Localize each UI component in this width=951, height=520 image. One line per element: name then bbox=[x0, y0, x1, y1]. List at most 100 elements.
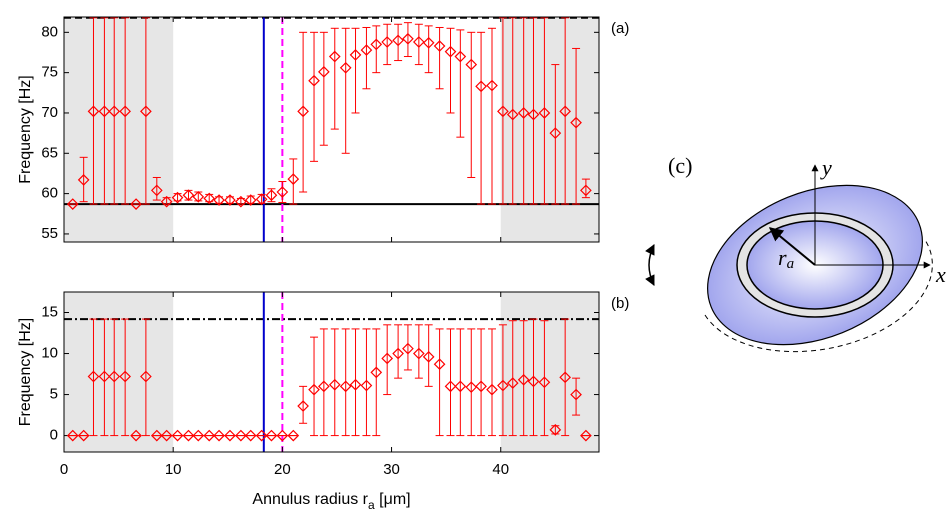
error-bar bbox=[403, 324, 412, 371]
error-bar bbox=[121, 17, 130, 205]
data-point bbox=[308, 74, 320, 87]
error-bar bbox=[529, 17, 538, 205]
data-point bbox=[454, 50, 467, 63]
data-point bbox=[182, 429, 195, 442]
data-point bbox=[108, 370, 121, 383]
data-point bbox=[150, 184, 163, 197]
x-axis-label: Annulus radius ra [μm] bbox=[252, 491, 410, 512]
error-bar bbox=[414, 324, 423, 379]
error-bar bbox=[383, 23, 392, 66]
error-bar bbox=[121, 318, 130, 437]
y-tick-label: 55 bbox=[41, 225, 58, 242]
data-point bbox=[497, 379, 509, 392]
error-bar bbox=[572, 377, 581, 416]
data-point bbox=[360, 44, 373, 56]
data-point bbox=[381, 352, 394, 365]
error-bar bbox=[351, 328, 360, 437]
x-axis-label-main: Annulus radius r bbox=[252, 491, 368, 508]
data-point bbox=[580, 184, 592, 197]
error-bar bbox=[184, 189, 193, 201]
data-point bbox=[140, 105, 152, 118]
data-point bbox=[465, 381, 478, 394]
x-tick-label: 20 bbox=[274, 461, 291, 478]
data-point bbox=[538, 376, 551, 389]
error-bar bbox=[519, 17, 528, 205]
error-bar bbox=[319, 31, 328, 146]
data-point bbox=[244, 194, 257, 206]
data-point bbox=[370, 366, 383, 379]
error-bar bbox=[372, 328, 381, 437]
data-point bbox=[570, 388, 582, 401]
error-bar bbox=[110, 318, 119, 437]
data-point bbox=[276, 186, 289, 198]
data-point bbox=[433, 358, 446, 371]
y-tick-label: 70 bbox=[41, 104, 58, 121]
data-point bbox=[549, 423, 562, 436]
data-point bbox=[412, 347, 425, 360]
data-point bbox=[339, 61, 352, 74]
error-bar bbox=[100, 17, 109, 205]
y-tick-label: 65 bbox=[41, 144, 58, 161]
data-point bbox=[517, 107, 530, 119]
panel: 0 5 10 15 0 10 20 30 40 (b) Frequency [Hz] Annulus … bbox=[17, 291, 629, 512]
data-point bbox=[255, 193, 268, 206]
error-bar bbox=[141, 17, 150, 205]
y-tick-label: 5 bbox=[50, 386, 58, 403]
data-point bbox=[87, 370, 100, 383]
data-point bbox=[422, 36, 435, 49]
data-point bbox=[381, 36, 394, 48]
data-point bbox=[235, 429, 247, 442]
y-axis-label: Frequency [Hz] bbox=[17, 318, 34, 426]
error-bar bbox=[330, 27, 339, 130]
deformed-outline bbox=[704, 239, 933, 353]
error-bar bbox=[173, 193, 182, 202]
diagram: (c) x y ra bbox=[645, 153, 946, 353]
error-bar bbox=[551, 425, 560, 435]
data-point bbox=[412, 36, 425, 48]
data-point bbox=[328, 378, 341, 391]
error-bar bbox=[394, 23, 403, 62]
plot-frame bbox=[63, 291, 600, 453]
y-tick-label: 10 bbox=[41, 345, 58, 362]
data-point bbox=[119, 370, 131, 383]
y-tick-label: 75 bbox=[41, 64, 58, 81]
data-point bbox=[224, 194, 236, 206]
panel-label: (a) bbox=[611, 20, 629, 37]
shaded-region bbox=[500, 17, 599, 242]
y-tick-label: 60 bbox=[41, 185, 58, 202]
y-tick-label: 15 bbox=[41, 303, 58, 320]
rotation-arrow bbox=[645, 244, 655, 286]
data-point bbox=[433, 40, 446, 52]
data-point bbox=[370, 38, 383, 51]
data-point bbox=[171, 429, 184, 442]
error-bar bbox=[424, 324, 433, 387]
error-bar bbox=[508, 17, 517, 205]
data-point bbox=[276, 429, 289, 442]
data-point bbox=[119, 105, 131, 118]
plot-frame bbox=[63, 16, 600, 243]
data-point bbox=[486, 79, 498, 92]
error-bar bbox=[341, 328, 350, 437]
x-tick-label: 10 bbox=[165, 461, 182, 478]
data-point bbox=[349, 378, 362, 391]
data-point bbox=[360, 379, 373, 392]
data-point bbox=[475, 80, 487, 93]
data-point bbox=[160, 195, 173, 208]
shaded-region bbox=[64, 292, 174, 452]
error-bar bbox=[540, 17, 549, 205]
data-point bbox=[527, 108, 540, 121]
y-tick-label: 0 bbox=[50, 427, 58, 444]
data-point bbox=[506, 108, 519, 121]
radius-symbol: r bbox=[778, 245, 787, 270]
data-point bbox=[244, 429, 257, 442]
error-bar bbox=[225, 196, 234, 204]
data-point bbox=[549, 127, 562, 139]
error-bar bbox=[246, 195, 255, 204]
error-bar bbox=[79, 156, 88, 203]
data-point bbox=[150, 429, 163, 442]
data-point bbox=[182, 189, 195, 202]
error-bar bbox=[289, 158, 298, 205]
data-point bbox=[559, 371, 572, 384]
error-bar bbox=[152, 176, 161, 201]
